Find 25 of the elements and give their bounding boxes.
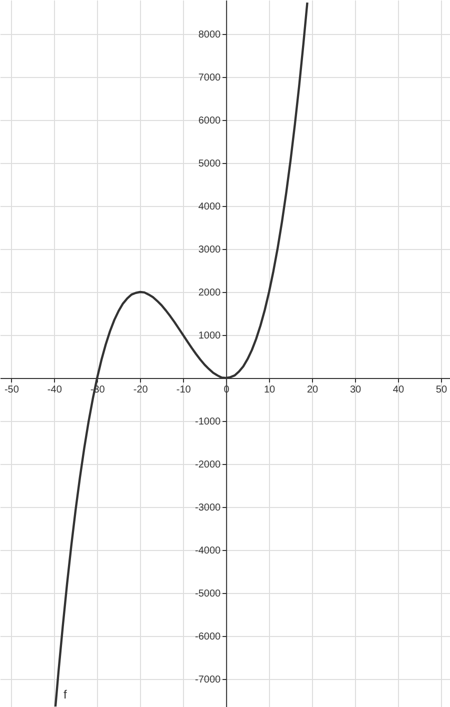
x-tick-label: 20 (306, 384, 319, 396)
y-tick-label: 2000 (198, 288, 222, 299)
y-tick-label: 7000 (198, 72, 222, 84)
y-tick-label: -5000 (194, 588, 222, 600)
y-tick-label: -7000 (194, 674, 222, 686)
y-tick-label: 5000 (198, 158, 222, 170)
y-tick-label: -3000 (194, 502, 222, 514)
x-tick-label: -40 (47, 384, 62, 396)
y-tick-label: 4000 (198, 201, 222, 212)
x-tick-label: -10 (176, 384, 192, 396)
y-tick-label: 6000 (198, 115, 222, 126)
x-tick-label: 40 (392, 384, 404, 396)
y-tick-label: -4000 (194, 546, 222, 557)
x-tick-label: -50 (4, 384, 20, 396)
y-tick-label: -6000 (194, 632, 222, 643)
y-tick-label: -2000 (194, 460, 222, 471)
x-tick-label: 10 (264, 384, 276, 396)
y-tick-label: 8000 (198, 29, 222, 40)
x-tick-label: 30 (350, 384, 362, 396)
y-tick-label: -1000 (194, 416, 222, 428)
x-tick-label: 50 (436, 384, 448, 396)
x-tick-label: -20 (133, 384, 148, 396)
series-label: f (63, 688, 68, 702)
y-tick-label: 3000 (198, 244, 222, 256)
y-tick-label: 1000 (198, 330, 222, 342)
